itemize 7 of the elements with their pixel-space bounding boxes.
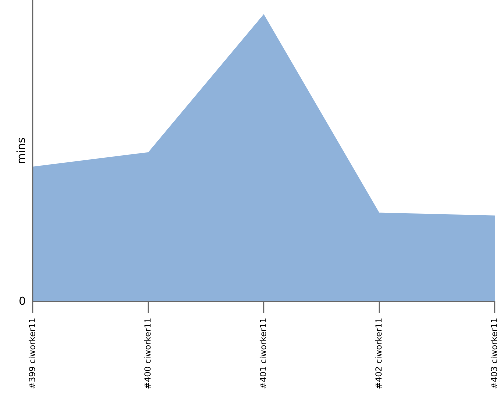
x-tick-label: #399 ciworker11 — [28, 318, 36, 389]
text: 0 — [20, 296, 26, 306]
x-tick-label: #400 ciworker11 — [144, 318, 151, 389]
x-tick-label: #402 ciworker11 — [375, 318, 382, 389]
x-tick-label: #401 ciworker11 — [260, 318, 266, 389]
x-tick-label: #403 ciworker11 — [490, 318, 498, 389]
y-axis-title: mins — [16, 138, 26, 164]
